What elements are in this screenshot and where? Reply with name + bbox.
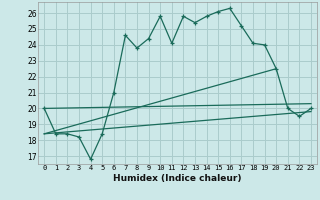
X-axis label: Humidex (Indice chaleur): Humidex (Indice chaleur)	[113, 174, 242, 183]
